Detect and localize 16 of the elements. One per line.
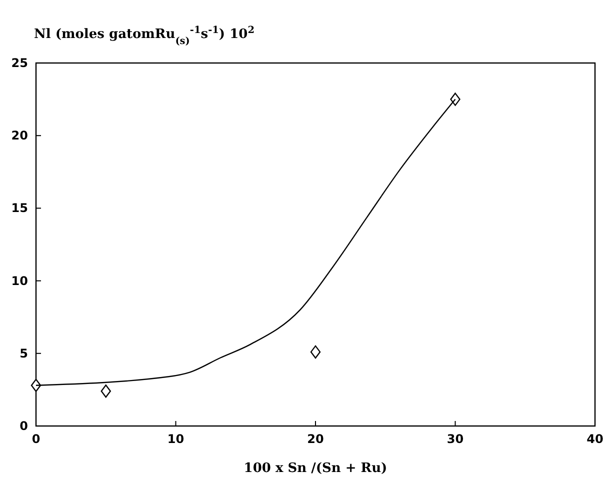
point — [100, 384, 111, 398]
y-tick-label: 15 — [11, 201, 28, 216]
x-tick-label: 0 — [32, 432, 40, 446]
y-tick-label: 25 — [11, 56, 28, 70]
point — [310, 345, 321, 359]
x-axis-title: 100 x Sn /(Sn + Ru) — [244, 461, 388, 476]
point — [450, 92, 460, 106]
y-tick-label: 5 — [20, 346, 28, 360]
y-tick-label: 0 — [20, 419, 28, 433]
x-tick-label: 30 — [446, 432, 464, 446]
x-tick-label: 10 — [167, 432, 184, 446]
y-axis-title: Nl (moles gatomRu$_{(s)}$$^{-1}$s$^{-1}$) 10$^{2}$ — [34, 24, 254, 46]
x-tick-label: 20 — [307, 432, 324, 446]
y-tick-label: 20 — [11, 128, 28, 143]
x-tick-label: 40 — [586, 432, 603, 446]
y-tick-label: 10 — [11, 274, 28, 288]
